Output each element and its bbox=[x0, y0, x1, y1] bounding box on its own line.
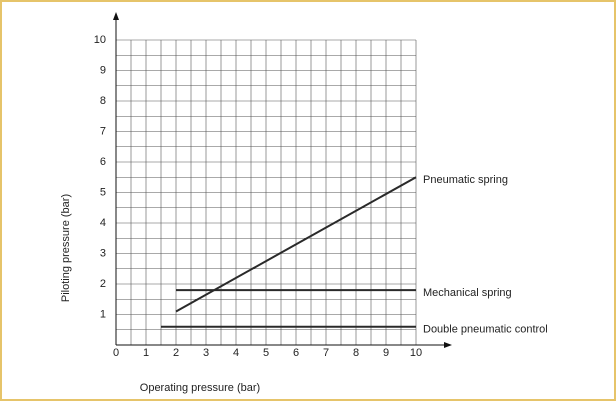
x-tick-label: 4 bbox=[233, 347, 239, 359]
x-tick-label: 0 bbox=[113, 347, 119, 359]
x-tick-label: 7 bbox=[323, 347, 329, 359]
x-tick-label: 6 bbox=[293, 347, 299, 359]
series-label: Pneumatic spring bbox=[423, 174, 508, 186]
y-tick-label: 1 bbox=[100, 308, 106, 320]
y-tick-label: 9 bbox=[100, 64, 106, 76]
x-tick-label: 10 bbox=[410, 347, 422, 359]
y-tick-label: 10 bbox=[94, 34, 106, 46]
series-label: Mechanical spring bbox=[423, 287, 512, 299]
series-label: Double pneumatic control bbox=[423, 324, 548, 336]
y-axis-label: Piloting pressure (bar) bbox=[60, 194, 72, 302]
y-tick-label: 2 bbox=[100, 278, 106, 290]
x-tick-label: 8 bbox=[353, 347, 359, 359]
series-line bbox=[175, 176, 417, 313]
y-axis-arrow bbox=[113, 12, 119, 20]
y-tick-label: 8 bbox=[100, 95, 106, 107]
x-axis-label: Operating pressure (bar) bbox=[140, 382, 260, 394]
y-tick-label: 3 bbox=[100, 247, 106, 259]
x-tick-label: 2 bbox=[173, 347, 179, 359]
y-tick-label: 6 bbox=[100, 156, 106, 168]
y-tick-label: 7 bbox=[100, 125, 106, 137]
x-tick-label: 1 bbox=[143, 347, 149, 359]
x-axis-arrow bbox=[444, 342, 452, 348]
x-tick-label: 5 bbox=[263, 347, 269, 359]
y-tick-label: 5 bbox=[100, 186, 106, 198]
y-tick-label: 4 bbox=[100, 217, 106, 229]
x-tick-label: 3 bbox=[203, 347, 209, 359]
x-tick-label: 9 bbox=[383, 347, 389, 359]
